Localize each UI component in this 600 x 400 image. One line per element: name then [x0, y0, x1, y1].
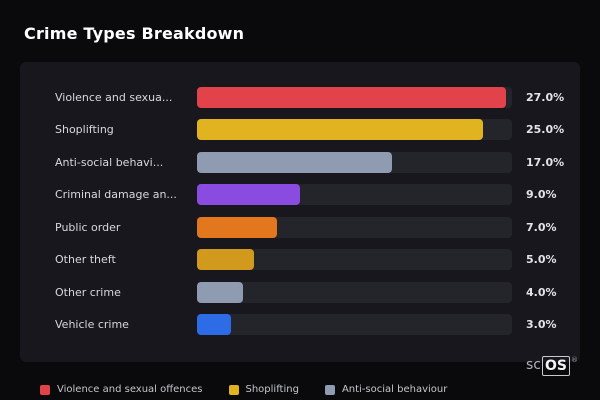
bar-track	[197, 314, 512, 336]
chart-row: Criminal damage an... 9.0%	[20, 179, 580, 212]
legend-swatch-icon	[40, 384, 50, 395]
category-label: Criminal damage an...	[55, 188, 177, 202]
category-label: Vehicle crime	[55, 318, 129, 332]
legend-item[interactable]: Anti-social behaviour	[324, 384, 448, 395]
bar-track	[197, 281, 512, 303]
value-label: 25.0%	[526, 123, 565, 137]
bar[interactable]	[197, 216, 278, 238]
legend-item[interactable]: Shoplifting	[228, 384, 299, 395]
legend-label: Anti-social behaviour	[341, 384, 448, 395]
bar-track	[197, 86, 512, 108]
legend-label: Violence and sexual offences	[57, 384, 203, 395]
value-label: 9.0%	[526, 188, 557, 202]
bar-chart: Violence and sexua... 27.0% Shoplifting …	[20, 81, 580, 341]
bar[interactable]	[197, 184, 301, 206]
registered-mark-icon: ®	[571, 356, 578, 364]
chart-card: Violence and sexua... 27.0% Shoplifting …	[20, 62, 580, 362]
bar[interactable]	[197, 151, 392, 173]
legend-item[interactable]: Violence and sexual offences	[40, 384, 203, 395]
legend-swatch-icon	[228, 384, 239, 395]
value-label: 3.0%	[526, 318, 557, 332]
bar-track	[197, 151, 512, 173]
category-label: Violence and sexua...	[55, 90, 173, 104]
legend-swatch-icon	[324, 384, 335, 395]
chart-row: Other crime 4.0%	[20, 276, 580, 309]
category-label: Other crime	[55, 285, 121, 299]
value-label: 17.0%	[526, 155, 565, 169]
legend-label: Shoplifting	[245, 384, 299, 395]
chart-row: Anti-social behavi... 17.0%	[20, 146, 580, 179]
bar[interactable]	[197, 86, 507, 108]
chart-row: Violence and sexua... 27.0%	[20, 81, 580, 114]
bar[interactable]	[197, 314, 232, 336]
scos-logo: sc OS ®	[526, 356, 578, 376]
bar[interactable]	[197, 281, 243, 303]
category-label: Other theft	[55, 253, 116, 267]
page-title: Crime Types Breakdown	[24, 24, 245, 43]
logo-boxed-text: OS	[542, 356, 570, 376]
chart-row: Vehicle crime 3.0%	[20, 309, 580, 342]
category-label: Shoplifting	[55, 123, 114, 137]
value-label: 5.0%	[526, 253, 557, 267]
bar-track	[197, 184, 512, 206]
value-label: 4.0%	[526, 285, 557, 299]
category-label: Anti-social behavi...	[55, 155, 164, 169]
bar-track	[197, 119, 512, 141]
value-label: 27.0%	[526, 90, 565, 104]
chart-row: Shoplifting 25.0%	[20, 114, 580, 147]
value-label: 7.0%	[526, 220, 557, 234]
logo-prefix: sc	[526, 357, 542, 373]
bar[interactable]	[197, 249, 255, 271]
chart-row: Other theft 5.0%	[20, 244, 580, 277]
bar-track	[197, 249, 512, 271]
chart-legend: Violence and sexual offences Shoplifting…	[40, 384, 447, 395]
bar-track	[197, 216, 512, 238]
chart-row: Public order 7.0%	[20, 211, 580, 244]
category-label: Public order	[55, 220, 121, 234]
bar[interactable]	[197, 119, 484, 141]
